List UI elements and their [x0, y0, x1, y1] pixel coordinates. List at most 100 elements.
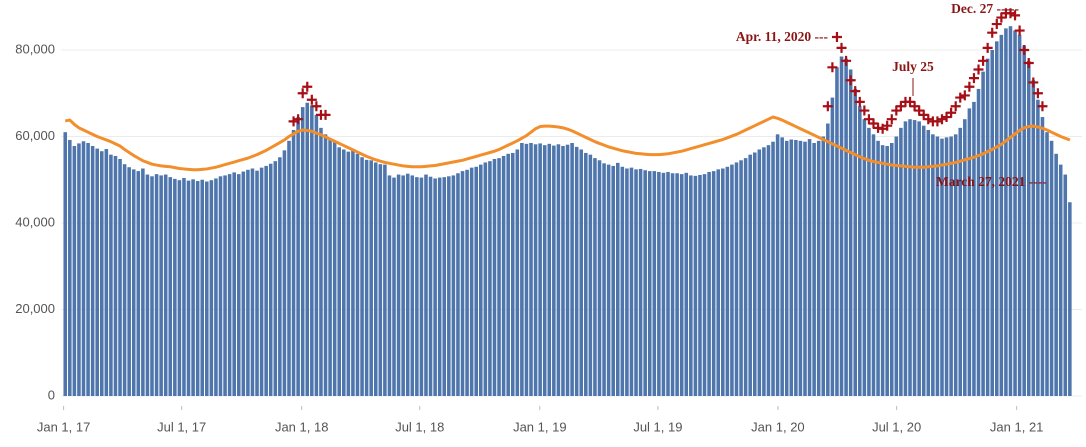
bar: [835, 67, 839, 397]
bar: [122, 164, 127, 396]
bar: [643, 170, 647, 396]
bar: [995, 41, 999, 396]
bar: [95, 148, 99, 396]
bar: [1058, 164, 1063, 396]
bar: [552, 145, 556, 396]
bar: [323, 134, 328, 396]
plus-marker: [955, 92, 966, 103]
x-tick-label: Jul 1, 20: [872, 419, 921, 434]
bar: [90, 146, 95, 396]
plus-marker: [1019, 45, 1030, 55]
bar: [296, 117, 300, 396]
bar: [958, 127, 963, 396]
bar: [931, 134, 935, 396]
bar: [762, 147, 766, 396]
bar: [647, 171, 652, 396]
bar: [666, 171, 670, 396]
bar: [579, 149, 584, 396]
bar: [981, 71, 985, 396]
plus-marker: [1032, 88, 1043, 99]
bar: [830, 97, 835, 396]
plus-marker: [968, 73, 979, 84]
bar: [615, 162, 620, 396]
bar: [652, 171, 657, 396]
bar: [606, 164, 611, 396]
bar: [670, 173, 675, 396]
bar: [1063, 174, 1068, 396]
bar: [803, 141, 807, 396]
bar: [839, 56, 844, 397]
bar: [963, 119, 967, 396]
bar: [424, 174, 428, 396]
x-tick-label: Jan 1, 17: [37, 419, 91, 434]
bar: [378, 164, 383, 396]
bar: [278, 157, 282, 396]
bar: [310, 105, 314, 397]
bar: [127, 167, 131, 396]
bar: [387, 175, 392, 396]
bar: [1026, 60, 1031, 396]
annotation: July 25: [892, 59, 934, 74]
plus-marker: [1037, 101, 1048, 112]
bar: [547, 143, 552, 396]
bar: [392, 177, 396, 396]
bar: [86, 142, 90, 396]
bar: [314, 114, 319, 396]
bar: [369, 160, 373, 396]
bar: [584, 152, 588, 396]
bar: [538, 143, 542, 396]
bar: [912, 120, 917, 396]
bar: [908, 119, 912, 396]
y-tick-label: 80,000: [15, 41, 55, 56]
bar: [447, 176, 451, 396]
y-tick-label: 0: [48, 387, 55, 402]
bar: [574, 146, 579, 396]
bar: [173, 178, 177, 396]
bar: [214, 178, 218, 396]
plus-marker: [288, 116, 299, 127]
bar: [163, 174, 168, 396]
bar: [68, 139, 72, 396]
bar: [679, 174, 684, 396]
bar: [542, 145, 547, 396]
plus-marker: [850, 86, 861, 97]
bar: [1008, 26, 1013, 397]
bar: [246, 169, 250, 396]
plus-marker: [320, 109, 331, 120]
plus-marker: [978, 55, 989, 66]
bar: [520, 142, 524, 396]
plus-marker: [991, 19, 1002, 30]
bar: [899, 127, 903, 396]
bar: [894, 136, 899, 396]
bar: [826, 123, 830, 397]
bar: [739, 160, 743, 396]
bar: [693, 175, 698, 396]
bar: [716, 169, 721, 396]
bar: [638, 168, 643, 396]
plus-marker: [845, 75, 856, 86]
plus-marker: [297, 88, 308, 99]
bar: [972, 101, 976, 397]
bar: [570, 142, 574, 396]
bar: [853, 88, 858, 397]
bar: [337, 147, 342, 396]
plus-marker: [859, 105, 870, 116]
bar: [844, 58, 848, 397]
bar: [232, 172, 236, 396]
bar: [1013, 30, 1017, 396]
annotation: Dec. 27 -----: [951, 1, 1019, 16]
bar: [1045, 132, 1049, 397]
bar: [775, 134, 780, 396]
plus-marker: [946, 107, 957, 118]
bar: [451, 175, 456, 396]
bar: [209, 180, 214, 396]
bar: [821, 136, 826, 396]
bar: [506, 153, 510, 396]
bar: [255, 170, 259, 396]
bar: [437, 177, 442, 396]
bar: [373, 162, 378, 396]
plus-marker: [1014, 25, 1025, 36]
bar: [940, 138, 944, 396]
bar: [342, 149, 346, 396]
